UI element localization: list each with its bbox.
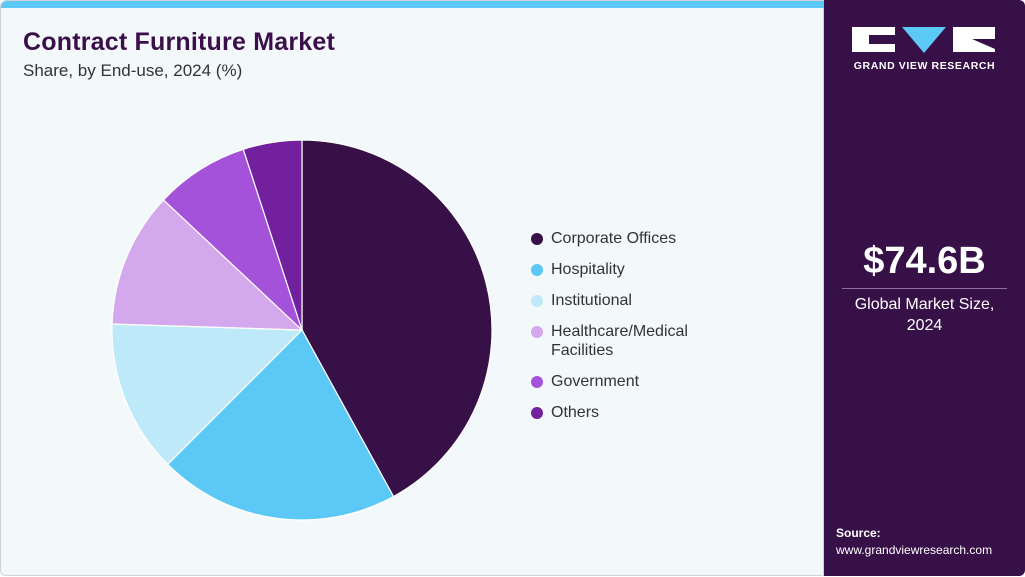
legend-swatch: [531, 264, 543, 276]
legend-item: Healthcare/Medical Facilities: [531, 322, 731, 360]
market-size-value: $74.6B: [863, 240, 986, 282]
legend-swatch: [531, 376, 543, 388]
chart-panel: Contract Furniture Market Share, by End-…: [0, 0, 825, 576]
legend-item: Corporate Offices: [531, 229, 731, 248]
market-size-label-line2: 2024: [906, 317, 943, 334]
pie-slice-institutional: [111, 323, 304, 466]
legend-swatch: [531, 326, 543, 338]
market-size-label-line1: Global Market Size,: [854, 296, 995, 313]
brand-name: GRAND VIEW RESEARCH: [853, 60, 996, 72]
legend-swatch: [531, 295, 543, 307]
legend-item: Government: [531, 372, 731, 391]
legend-label: Corporate Offices: [551, 230, 677, 247]
market-size-label: Global Market Size, 2024: [824, 294, 1025, 336]
legend-item: Hospitality: [531, 260, 731, 279]
pie-chart: [111, 139, 493, 521]
legend-label: Others: [551, 404, 600, 421]
grand-view-research-logo: [852, 27, 995, 53]
legend: Corporate Offices Hospitality Institutiona…: [531, 229, 731, 434]
legend-swatch: [531, 233, 543, 245]
pie-slice-healthcare-medical-facilities: [111, 199, 304, 331]
pie-slice-hospitality: [166, 329, 395, 521]
pie-slice-government: [162, 148, 303, 331]
legend-label: Healthcare/Medical Facilities: [551, 323, 688, 359]
pie-slice-corporate-offices: [301, 139, 493, 498]
chart-subtitle: Share, by End-use, 2024 (%): [23, 61, 243, 80]
accent-bar: [1, 1, 825, 8]
source-label: Source:: [836, 526, 881, 540]
legend-swatch: [531, 407, 543, 419]
legend-label: Hospitality: [551, 261, 625, 278]
legend-item: Institutional: [531, 291, 731, 310]
legend-label: Institutional: [551, 292, 632, 309]
divider: [842, 288, 1007, 289]
source-url[interactable]: www.grandviewresearch.com: [836, 543, 993, 557]
chart-title: Contract Furniture Market: [23, 28, 335, 56]
legend-item: Others: [531, 403, 731, 422]
legend-label: Government: [551, 373, 640, 390]
sidebar: GRAND VIEW RESEARCH $74.6B Global Market…: [824, 0, 1025, 576]
pie-slice-others: [242, 139, 303, 331]
